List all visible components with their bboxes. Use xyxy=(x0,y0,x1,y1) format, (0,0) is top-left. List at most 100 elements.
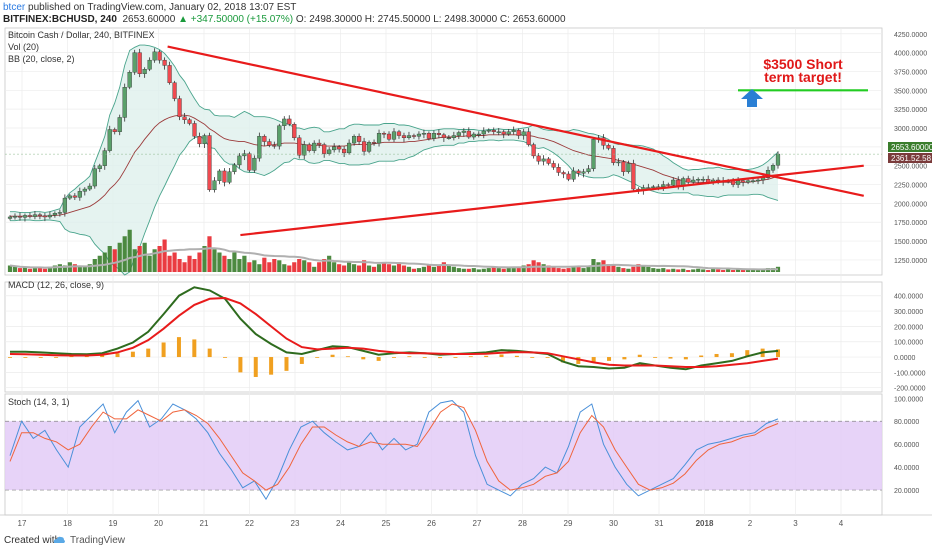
time-tick-label: 25 xyxy=(382,519,391,528)
candle-body xyxy=(750,180,756,182)
volume-bar xyxy=(611,265,616,272)
macd-histogram-bar xyxy=(407,356,412,358)
candle-body xyxy=(42,215,48,218)
volume-bar xyxy=(661,268,666,272)
volume-bar xyxy=(202,246,207,272)
candle-body xyxy=(546,158,551,164)
volume-bar xyxy=(57,264,62,272)
candle-body xyxy=(481,130,486,135)
volume-bar xyxy=(466,268,471,272)
volume-bar xyxy=(406,266,412,272)
volume-bar xyxy=(177,259,182,272)
volume-bar xyxy=(646,266,651,272)
volume-bar xyxy=(267,262,272,272)
volume-bar xyxy=(37,267,43,272)
candle-body xyxy=(666,184,671,186)
candle-body xyxy=(601,137,606,146)
macd-histogram-bar xyxy=(499,354,504,358)
macd-histogram-bar xyxy=(699,355,704,358)
candle-body xyxy=(461,130,466,133)
price-tick-label: 2500.0000 xyxy=(894,164,927,171)
macd-histogram-bar xyxy=(622,357,627,360)
candle-body xyxy=(77,191,82,198)
macd-legend: MACD (12, 26, close, 9) xyxy=(8,280,104,290)
volume-bar xyxy=(386,264,392,272)
candle-body xyxy=(212,180,217,191)
volume-bar xyxy=(282,264,287,272)
volume-bar xyxy=(616,266,621,272)
candle-body xyxy=(152,51,157,61)
time-tick-label: 18 xyxy=(63,519,72,528)
volume-bar xyxy=(302,260,307,272)
candle-body xyxy=(92,168,97,187)
time-tick-label: 31 xyxy=(655,519,664,528)
candle-body xyxy=(406,135,412,139)
time-tick-label: 19 xyxy=(109,519,118,528)
up-arrow-icon xyxy=(741,89,763,107)
volume-bar xyxy=(242,255,247,272)
trendlines xyxy=(167,45,868,237)
candle-body xyxy=(566,173,571,180)
volume-bar xyxy=(391,265,397,272)
volume-bar xyxy=(621,268,626,272)
candle-body xyxy=(317,142,322,145)
volume-bar xyxy=(7,265,13,272)
candle-body xyxy=(671,179,676,186)
volume-bar xyxy=(352,264,357,272)
candle-body xyxy=(62,197,67,213)
volume-bar xyxy=(656,268,661,272)
stoch-band-fill xyxy=(5,421,882,491)
candle-body xyxy=(755,179,761,182)
time-tick-label: 4 xyxy=(839,519,844,528)
annotation-line1: $3500 Short xyxy=(763,56,843,72)
macd-histogram-bar xyxy=(284,357,289,371)
candle-body xyxy=(292,124,297,138)
candle-body xyxy=(386,133,392,140)
volume-bar xyxy=(436,265,441,272)
candle-body xyxy=(401,135,407,139)
volume-bar xyxy=(272,259,277,272)
author-link[interactable]: btcer xyxy=(3,2,26,13)
candle-body xyxy=(112,129,117,132)
macd-histogram-bar xyxy=(668,357,673,359)
macd-histogram-bar xyxy=(38,357,43,358)
volume-bar xyxy=(222,255,227,272)
candle-body xyxy=(307,144,312,151)
volume-bar xyxy=(421,266,427,272)
macd-histogram-bar xyxy=(560,357,565,363)
macd-histogram-bar xyxy=(69,356,74,358)
axes: 4250.00004000.00003750.00003500.00003250… xyxy=(18,32,928,528)
volume-bar xyxy=(77,265,82,272)
volume-bar xyxy=(366,265,372,272)
volume-bar xyxy=(676,269,681,272)
bb-legend: BB (20, close, 2) xyxy=(8,54,75,64)
time-tick-label: 2 xyxy=(748,519,753,528)
volume-bar xyxy=(312,266,317,272)
time-tick-label: 2018 xyxy=(696,519,714,528)
volume-bar xyxy=(102,252,107,272)
macd-histogram-bar xyxy=(484,355,489,358)
macd-histogram-bar xyxy=(100,355,105,358)
macd-histogram-bar xyxy=(161,342,166,358)
volume-bar xyxy=(716,269,721,272)
candle-body xyxy=(426,133,432,139)
macd-histogram-bar xyxy=(115,353,120,358)
volume-bar xyxy=(317,262,322,272)
tradingview-brand[interactable]: TradingView xyxy=(70,535,126,546)
candle-body xyxy=(337,146,342,150)
trendline xyxy=(167,45,864,197)
candle-body xyxy=(352,136,357,144)
candle-body xyxy=(686,178,691,183)
candle-body xyxy=(631,163,636,190)
macd-tick-label: 400.0000 xyxy=(894,294,923,301)
candle-body xyxy=(496,131,501,133)
volume-bars xyxy=(7,229,781,272)
candle-body xyxy=(137,52,142,74)
volume-bar xyxy=(441,262,446,272)
volume-bar xyxy=(461,268,466,272)
candle-body xyxy=(416,133,422,137)
time-tick-label: 17 xyxy=(18,519,27,528)
macd-histogram-bar xyxy=(530,357,535,358)
macd-histogram-bar xyxy=(745,350,750,358)
